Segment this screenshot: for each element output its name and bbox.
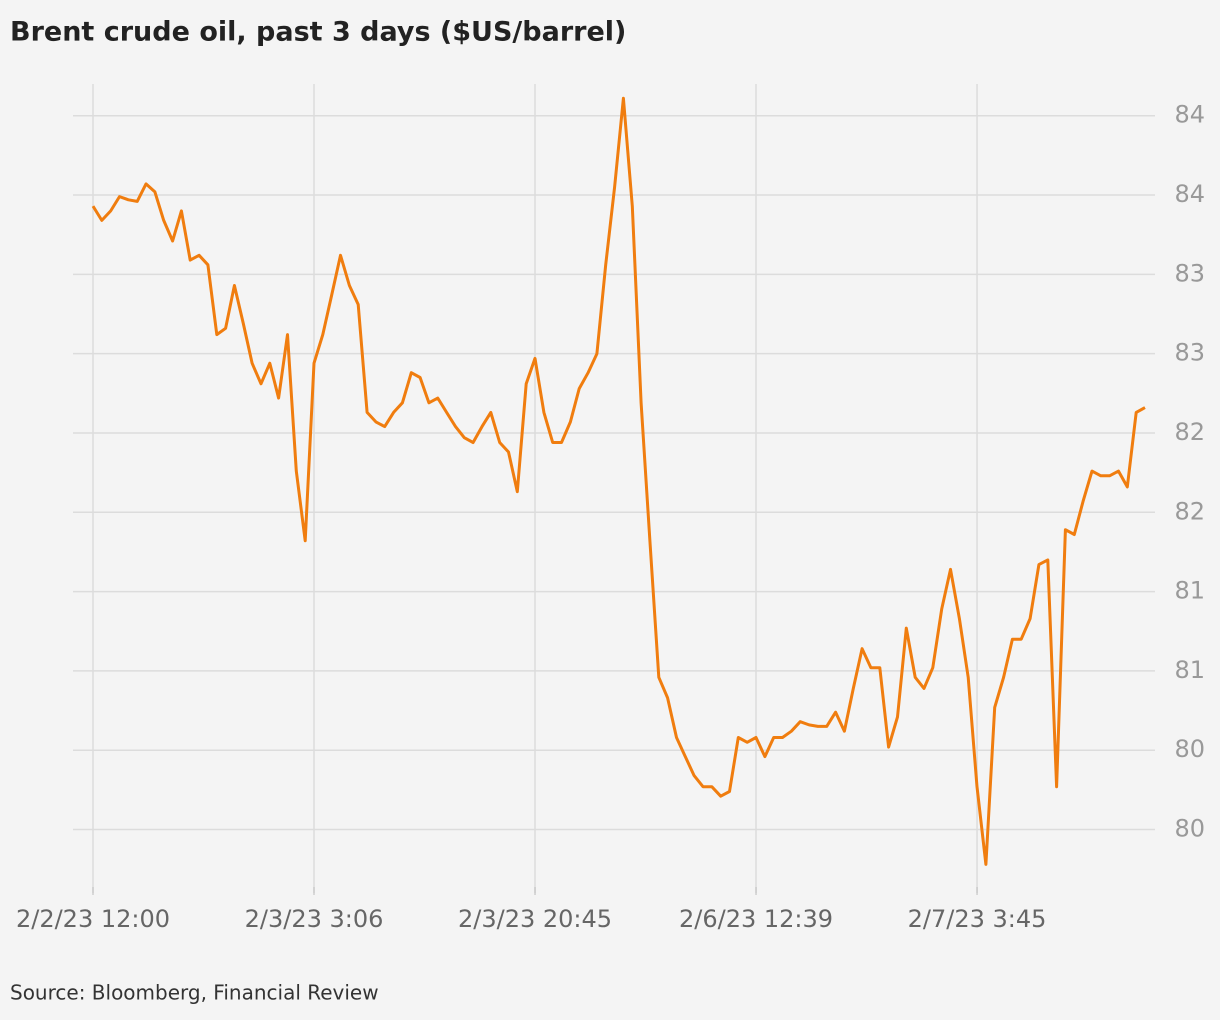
x-tick-label: 2/7/23 3:45 (908, 905, 1047, 933)
y-tick-label: 80 (1174, 735, 1205, 763)
y-tick-label: 81 (1174, 577, 1205, 605)
y-tick-label: 81 (1174, 656, 1205, 684)
source: Source: Bloomberg, Financial Review (10, 981, 379, 1005)
price-line (91, 96, 1146, 866)
y-tick-label: 82 (1174, 497, 1205, 525)
y-tick-label: 84 (1174, 101, 1205, 129)
y-tick-label: 84 (1174, 180, 1205, 208)
x-tick-label: 2/2/23 12:00 (16, 905, 170, 933)
y-tick-label: 82 (1174, 418, 1205, 446)
x-tick-label: 2/6/23 12:39 (679, 905, 833, 933)
y-tick-label: 80 (1174, 815, 1205, 843)
chart-title: Brent crude oil, past 3 days ($US/barrel… (10, 17, 626, 48)
y-tick-label: 83 (1174, 339, 1205, 367)
x-tick-label: 2/3/23 20:45 (458, 905, 612, 933)
x-tick-label: 2/3/23 3:06 (245, 905, 384, 933)
y-tick-label: 83 (1174, 259, 1205, 287)
